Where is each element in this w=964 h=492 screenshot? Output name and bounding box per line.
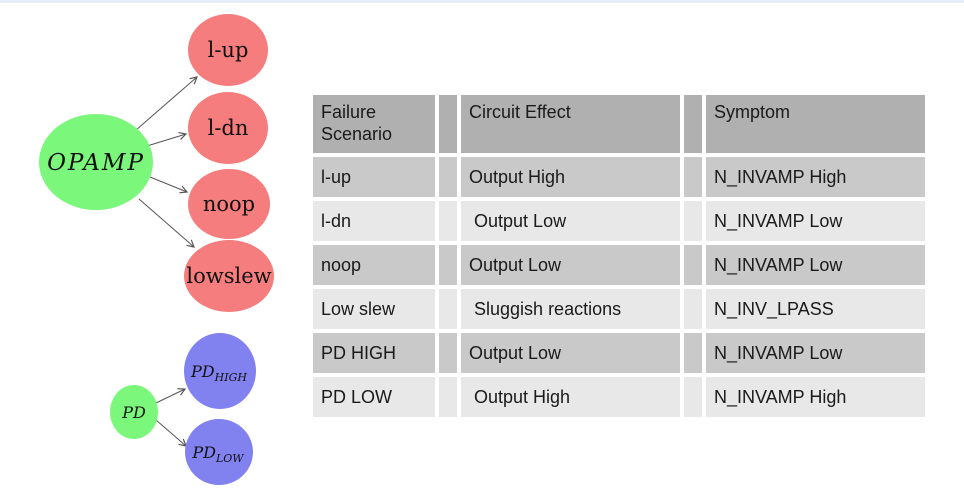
table-row: l-dn Output Low N_INVAMP Low (313, 201, 925, 241)
header-circuit-effect: Circuit Effect (461, 95, 680, 153)
edge-opamp-ldn (146, 131, 188, 147)
node-pdhigh-ellipse (184, 333, 256, 409)
node-opamp-ellipse (39, 114, 153, 210)
spacer-cell (684, 377, 702, 417)
edge-opamp-lowslew (138, 198, 195, 248)
table-row: PD HIGH Output Low N_INVAMP Low (313, 333, 925, 373)
node-pd-label: PD (121, 403, 146, 422)
cell-effect: Output Low (461, 245, 680, 285)
cell-failure: l-up (313, 157, 435, 197)
node-lup-label: l-up (208, 38, 249, 62)
spacer-cell (439, 201, 457, 241)
table-row: l-up Output High N_INVAMP High (313, 157, 925, 197)
cell-effect: Output Low (461, 333, 680, 373)
node-pdlow-label-main: PD (191, 443, 216, 462)
spacer-cell (439, 377, 457, 417)
node-pdhigh-label-main: PD (190, 362, 215, 381)
cell-effect: Output High (461, 377, 680, 417)
spacer-cell (439, 157, 457, 197)
header-symptom: Symptom (706, 95, 925, 153)
node-lowslew-ellipse (184, 240, 274, 312)
node-lup-ellipse (188, 14, 268, 86)
header-spacer-cell (684, 95, 702, 153)
header-spacer-cell (439, 95, 457, 153)
table-row: noop Output Low N_INVAMP Low (313, 245, 925, 285)
cell-failure: PD LOW (313, 377, 435, 417)
table-row: PD LOW Output High N_INVAMP High (313, 377, 925, 417)
node-pdhigh-label-sub: HIGH (214, 371, 248, 384)
node-pd-ellipse (110, 385, 158, 439)
node-noop-label: noop (203, 192, 255, 216)
cell-effect: Output Low (461, 201, 680, 241)
edge-opamp-noop (149, 176, 189, 194)
spacer-cell (684, 157, 702, 197)
node-opamp-label: OPAMP (47, 150, 145, 176)
spacer-cell (684, 201, 702, 241)
node-pdlow-label: PDLOW (191, 443, 245, 465)
cell-symptom: N_INVAMP High (706, 157, 925, 197)
cell-effect: Output High (461, 157, 680, 197)
edges (135, 76, 198, 447)
spacer-cell (684, 289, 702, 329)
cell-failure: l-dn (313, 201, 435, 241)
node-pdlow-ellipse (185, 419, 253, 485)
spacer-cell (684, 245, 702, 285)
fault-tree-diagram: OPAMP l-up l-dn noop lowslew PD PDHIGH P… (39, 14, 274, 485)
node-pdlow-label-sub: LOW (215, 452, 245, 465)
cell-failure: noop (313, 245, 435, 285)
cell-symptom: N_INVAMP Low (706, 245, 925, 285)
cell-symptom: N_INVAMP Low (706, 201, 925, 241)
spacer-cell (684, 333, 702, 373)
node-ldn-label: l-dn (208, 116, 249, 140)
edge-pd-pdhigh (155, 388, 187, 404)
failure-table: Failure Scenario Circuit Effect Symptom … (309, 91, 929, 421)
spacer-cell (439, 289, 457, 329)
node-ldn-ellipse (188, 92, 268, 164)
node-lowslew-label: lowslew (186, 264, 271, 288)
edge-pd-pdlow (155, 419, 187, 447)
table-header-row: Failure Scenario Circuit Effect Symptom (313, 95, 925, 153)
cell-failure: Low slew (313, 289, 435, 329)
spacer-cell (439, 245, 457, 285)
header-failure-scenario: Failure Scenario (313, 95, 435, 153)
spacer-cell (439, 333, 457, 373)
cell-symptom: N_INVAMP High (706, 377, 925, 417)
cell-effect: Sluggish reactions (461, 289, 680, 329)
node-pdhigh-label: PDHIGH (190, 362, 247, 384)
top-accent-strip (0, 0, 964, 3)
cell-symptom: N_INVAMP Low (706, 333, 925, 373)
edge-opamp-lup (135, 76, 198, 131)
table-row: Low slew Sluggish reactions N_INV_LPASS (313, 289, 925, 329)
cell-symptom: N_INV_LPASS (706, 289, 925, 329)
cell-failure: PD HIGH (313, 333, 435, 373)
node-noop-ellipse (188, 169, 270, 239)
